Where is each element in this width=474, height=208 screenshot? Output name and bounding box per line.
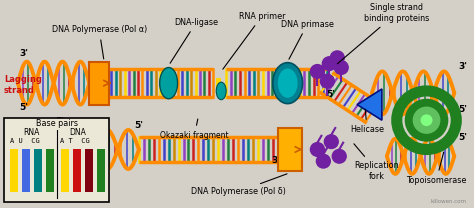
Text: Leading
strand: Leading strand xyxy=(4,139,42,160)
Circle shape xyxy=(317,154,330,168)
Bar xyxy=(85,150,93,192)
Bar xyxy=(46,150,54,192)
Text: DNA Polymerase (Pol δ): DNA Polymerase (Pol δ) xyxy=(191,174,287,196)
Circle shape xyxy=(324,135,338,149)
Circle shape xyxy=(420,114,432,126)
Text: Topoisomerase: Topoisomerase xyxy=(406,152,466,185)
Bar xyxy=(22,150,30,192)
Circle shape xyxy=(322,57,336,71)
Text: 3': 3' xyxy=(271,156,280,165)
Text: DNA primase: DNA primase xyxy=(281,20,334,59)
Bar xyxy=(89,62,109,105)
Text: A U  CG: A U CG xyxy=(10,138,40,144)
Text: Helicase: Helicase xyxy=(350,109,384,134)
Text: 5': 5' xyxy=(458,105,467,114)
Bar xyxy=(4,118,109,202)
Text: killowen.com: killowen.com xyxy=(430,199,466,204)
Text: 5': 5' xyxy=(326,90,335,99)
Text: RNA: RNA xyxy=(24,128,40,137)
Text: 3': 3' xyxy=(55,166,64,175)
Text: Single strand
binding proteins: Single strand binding proteins xyxy=(337,3,429,64)
Circle shape xyxy=(330,51,344,65)
Text: 5': 5' xyxy=(134,121,143,130)
Polygon shape xyxy=(357,89,382,120)
Bar xyxy=(73,150,82,192)
Text: 5': 5' xyxy=(19,103,28,113)
Text: 3': 3' xyxy=(19,49,28,58)
Circle shape xyxy=(310,65,324,78)
Bar xyxy=(216,78,221,88)
Circle shape xyxy=(405,99,448,142)
Ellipse shape xyxy=(216,82,226,100)
Text: DNA: DNA xyxy=(69,128,86,137)
Text: Lagging
strand: Lagging strand xyxy=(4,75,42,95)
Text: Replication
fork: Replication fork xyxy=(354,144,399,181)
Circle shape xyxy=(310,143,324,156)
Bar xyxy=(34,150,42,192)
Text: 5': 5' xyxy=(55,117,64,126)
Bar xyxy=(10,150,18,192)
Text: RNA primer: RNA primer xyxy=(223,12,285,69)
Text: Base pairs: Base pairs xyxy=(36,119,78,128)
Text: 3': 3' xyxy=(458,62,467,72)
Circle shape xyxy=(320,74,334,88)
Text: DNA-ligase: DNA-ligase xyxy=(170,18,219,63)
Ellipse shape xyxy=(273,63,302,104)
Circle shape xyxy=(334,61,348,74)
Bar xyxy=(278,128,301,171)
Bar xyxy=(62,150,69,192)
Text: DNA Polymerase (Pol α): DNA Polymerase (Pol α) xyxy=(52,25,147,59)
Ellipse shape xyxy=(160,68,178,99)
Text: 5': 5' xyxy=(458,133,467,142)
Text: A T  CG: A T CG xyxy=(60,138,89,144)
Circle shape xyxy=(332,150,346,163)
Text: Okazaki fragment: Okazaki fragment xyxy=(160,119,229,140)
Ellipse shape xyxy=(278,68,298,98)
Circle shape xyxy=(413,106,440,134)
Bar xyxy=(97,150,105,192)
